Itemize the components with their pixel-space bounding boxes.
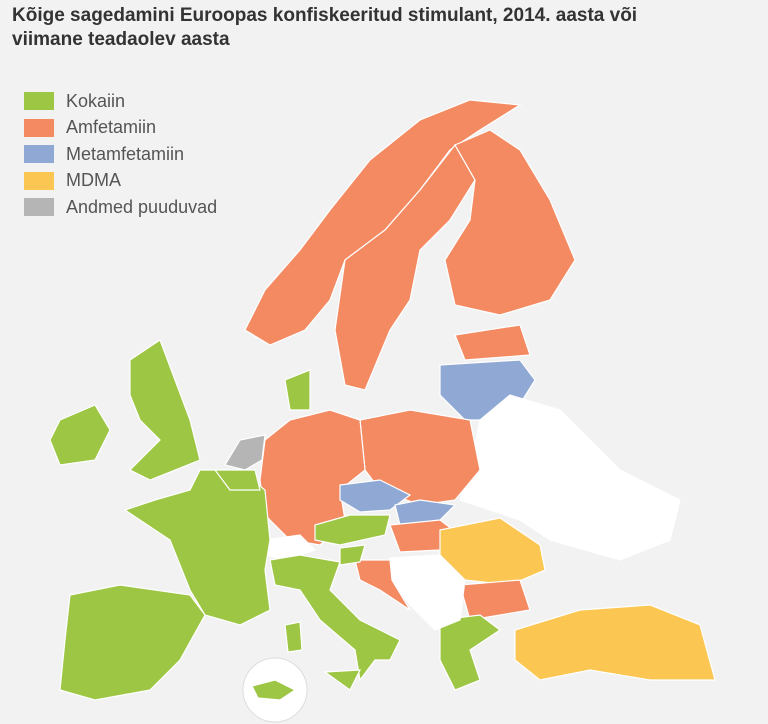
legend-swatch — [24, 92, 54, 111]
eastern-europe — [459, 394, 681, 561]
sweden — [334, 143, 476, 391]
france — [123, 469, 271, 626]
title: Kõige sagedamini Euroopas konfiskeeritud… — [12, 5, 638, 50]
cyprus — [251, 679, 297, 701]
legend-item: MDMA — [24, 168, 217, 195]
legend-swatch — [24, 198, 54, 217]
legend-label: Metamfetamiin — [66, 143, 185, 164]
legend-item: Kokaiin — [24, 88, 217, 115]
legend: Kokaiin Amfetamiin Metamfetamiin MDMA Andmed… — [24, 88, 217, 221]
norway — [244, 99, 522, 346]
legend-label: Andmed puuduvad — [66, 196, 218, 217]
ireland — [49, 404, 111, 466]
turkey — [514, 604, 716, 681]
slovakia — [394, 499, 457, 526]
legend-item: Andmed puuduvad — [24, 194, 217, 221]
united-kingdom — [128, 339, 201, 481]
estonia — [454, 324, 531, 361]
legend-item: Metamfetamiin — [24, 141, 217, 168]
slovenia — [339, 544, 366, 566]
netherlands — [224, 434, 266, 471]
iberia — [59, 584, 206, 701]
greece — [439, 614, 502, 691]
finland — [444, 129, 576, 316]
italy — [269, 554, 401, 682]
belgium — [213, 469, 261, 491]
austria — [314, 514, 391, 546]
legend-label: Amfetamiin — [66, 117, 157, 138]
czechia — [339, 479, 412, 513]
poland — [359, 409, 481, 506]
sardinia — [284, 621, 303, 653]
legend-swatch — [24, 145, 54, 164]
legend-swatch — [24, 171, 54, 190]
legend-label: MDMA — [66, 170, 121, 191]
sicily — [323, 669, 361, 691]
bulgaria — [459, 579, 531, 621]
legend-swatch — [24, 118, 54, 137]
legend-label: Kokaiin — [66, 90, 126, 111]
denmark — [284, 369, 311, 411]
legend-item: Amfetamiin — [24, 115, 217, 142]
croatia — [354, 559, 411, 611]
